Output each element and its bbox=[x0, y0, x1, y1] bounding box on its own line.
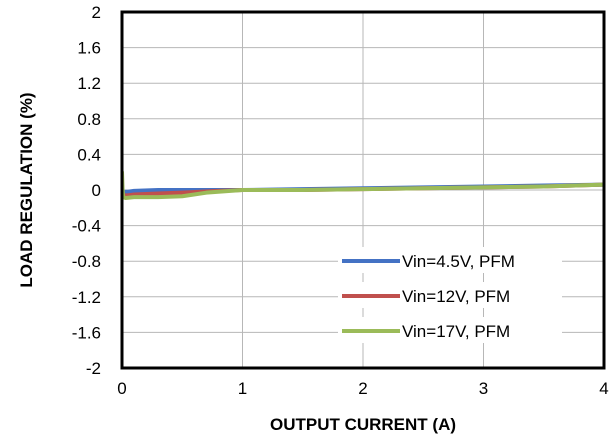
y-tick-label: 0 bbox=[92, 181, 101, 200]
plot-area-frame bbox=[120, 10, 606, 370]
y-tick-label: -0.4 bbox=[72, 217, 101, 236]
x-tick-label: 4 bbox=[599, 379, 608, 398]
y-tick-label: -1.2 bbox=[72, 288, 101, 307]
y-tick-label: -0.8 bbox=[72, 252, 101, 271]
x-tick-label: 2 bbox=[358, 379, 367, 398]
legend: Vin=4.5V, PFM Vin=12V, PFM Vin=17V, PFM bbox=[338, 247, 562, 343]
x-tick-label: 1 bbox=[238, 379, 247, 398]
y-tick-label: 1.6 bbox=[77, 39, 101, 58]
y-tick-label: -2 bbox=[86, 359, 101, 378]
x-tick-labels: 0 1 2 3 4 bbox=[117, 379, 608, 398]
x-tick-label: 0 bbox=[117, 379, 126, 398]
series-line-3 bbox=[122, 170, 604, 201]
y-tick-labels: -2 -1.6 -1.2 -0.8 -0.4 0 0.4 0.8 1.2 1.6 2 bbox=[72, 3, 101, 378]
series-lines bbox=[122, 170, 604, 201]
x-axis-title: OUTPUT CURRENT (A) bbox=[270, 415, 456, 434]
y-tick-label: 0.4 bbox=[77, 145, 101, 164]
y-axis-title: LOAD REGULATION (%) bbox=[17, 92, 36, 287]
legend-label: Vin=4.5V, PFM bbox=[402, 252, 515, 271]
legend-label: Vin=17V, PFM bbox=[402, 322, 510, 341]
y-tick-label: 1.2 bbox=[77, 74, 101, 93]
legend-label: Vin=12V, PFM bbox=[402, 287, 510, 306]
x-tick-label: 3 bbox=[479, 379, 488, 398]
y-tick-label: 2 bbox=[92, 3, 101, 22]
y-tick-label: -1.6 bbox=[72, 323, 101, 342]
y-tick-label: 0.8 bbox=[77, 110, 101, 129]
